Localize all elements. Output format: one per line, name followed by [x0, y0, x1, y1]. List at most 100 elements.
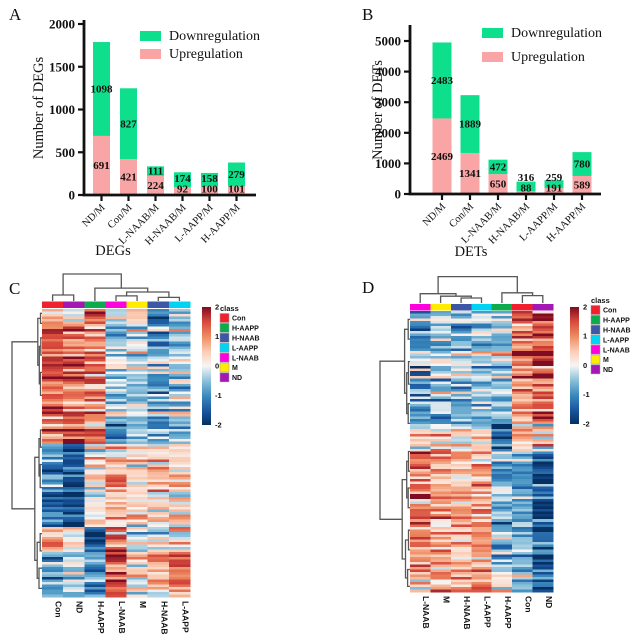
column-labels: Con ND H-AAPP L-NAAB M H-NAAB L-AAPP [54, 601, 191, 635]
column-labels: L-NAAB M H-NAAB L-AAPP H-AAPP Con ND [421, 596, 554, 630]
y-tick-label: 2000 [375, 125, 401, 140]
class-strip-H-NAAB [450, 304, 472, 311]
y-tick-label: 3000 [375, 95, 401, 110]
column-label-ND: ND [544, 596, 554, 608]
legend-swatch-downregulation [140, 31, 161, 41]
bar-down-ND/M [432, 42, 452, 119]
legend-swatch-downregulation [482, 28, 503, 38]
value-down-L-AAPP/M: 158 [201, 173, 218, 185]
value-down-Con/M: 1889 [459, 119, 482, 131]
legend: Downregulation Upregulation [482, 26, 602, 65]
colorbar-tick: -1 [215, 391, 222, 400]
class-label-H-AAPP: H-AAPP [603, 318, 630, 325]
class-swatch-H-NAAB [219, 333, 230, 343]
column-label-M: M [442, 596, 452, 603]
legend-label-upregulation: Upregulation [511, 50, 585, 65]
column-label-H-NAAB: H-NAAB [159, 601, 169, 635]
bar-up-L-NAAB/M [147, 175, 164, 195]
class-swatch-ND [590, 364, 601, 375]
bar-down-L-AAPP/M [201, 172, 218, 187]
column-dendrogram [51, 273, 181, 301]
class-label-L-NAAB: L-NAAB [232, 355, 259, 362]
axes: 0 500 1000 1500 2000 [49, 17, 256, 203]
class-label-M: M [603, 357, 609, 364]
class-swatch-M [219, 362, 230, 373]
legend-label-downregulation: Downregulation [511, 26, 602, 41]
column-label-H-NAAB: H-NAAB [462, 596, 472, 630]
column-dendrogram [419, 275, 544, 303]
x-axis-label: DETs [455, 244, 488, 260]
value-down-L-AAPP/M: 259 [546, 172, 563, 184]
class-strip [410, 304, 554, 311]
class-swatch-L-NAAB [219, 352, 230, 363]
column-label-Con: Con [523, 596, 533, 613]
y-tick-label: 4000 [375, 64, 401, 79]
class-swatch-H-NAAB [590, 325, 601, 335]
x-tick-label: ND/M [80, 202, 108, 230]
row-dendrogram [379, 318, 410, 588]
value-down-H-NAAB/M: 174 [174, 173, 191, 185]
colorbar-tick: -2 [215, 420, 222, 429]
legend-label-upregulation: Upregulation [169, 47, 243, 62]
panel-label-a: A [9, 5, 22, 24]
class-swatch-H-AAPP [590, 315, 601, 325]
bar-down-H-AAPP/M [572, 152, 592, 176]
legend-swatch-upregulation [140, 49, 161, 59]
value-up-H-NAAB/M: 88 [521, 183, 533, 195]
value-up-L-AAPP/M: 191 [546, 183, 563, 195]
colorbar-tick: 0 [583, 361, 587, 370]
bar-down-H-AAPP/M [228, 162, 245, 187]
bar-up-H-NAAB/M [174, 187, 191, 195]
column-label-L-AAPP: L-AAPP [483, 596, 493, 628]
value-down-H-AAPP/M: 279 [228, 169, 245, 181]
colorbar-tick: 0 [215, 361, 219, 370]
bars [432, 42, 592, 194]
value-up-Con/M: 421 [120, 172, 137, 184]
class-swatch-Con [219, 313, 230, 323]
heatmap-grid [42, 309, 191, 598]
class-legend: class Con H-AAPP H-NAAB L-AAPP L-NAAB M ND [590, 296, 631, 375]
legend-swatch-upregulation [482, 52, 503, 62]
legend-label-downregulation: Downregulation [169, 29, 260, 44]
x-axis-label: DEGs [95, 243, 131, 259]
class-strip-H-AAPP [491, 304, 513, 311]
class-strip-L-NAAB [410, 304, 431, 311]
class-label-H-AAPP: H-AAPP [232, 326, 259, 333]
panel-label-c: C [9, 279, 20, 298]
y-tick-label: 0 [69, 188, 76, 203]
bar-up-Con/M [460, 152, 480, 194]
class-label-H-NAAB: H-NAAB [603, 328, 631, 335]
bar-up-H-AAPP/M [572, 175, 592, 194]
value-down-Con/M: 827 [120, 118, 137, 130]
y-tick-label: 0 [395, 187, 402, 202]
class-swatch-H-AAPP [219, 323, 230, 333]
category-labels: ND/MCon/ML-NAAB/MH-NAAB/ML-AAPP/MH-AAPP/… [80, 195, 243, 248]
value-up-ND/M: 2469 [431, 151, 454, 163]
bar-up-L-AAPP/M [544, 188, 564, 194]
class-strip-L-NAAB [105, 301, 127, 308]
legend: Downregulation Upregulation [140, 29, 260, 62]
y-tick-label: 1000 [375, 156, 401, 171]
class-label-L-AAPP: L-AAPP [603, 337, 629, 344]
class-swatch-L-AAPP [219, 342, 230, 353]
class-strip-ND [63, 301, 85, 308]
class-swatch-L-AAPP [590, 334, 601, 345]
class-strip-M [126, 301, 149, 308]
class-swatch-L-NAAB [590, 344, 601, 355]
colorbar-tick: -1 [583, 390, 590, 399]
colorbar-tick: -2 [583, 419, 590, 428]
column-label-Con: Con [54, 601, 64, 618]
y-tick-label: 1000 [49, 102, 75, 117]
panel-label-b: B [362, 5, 373, 24]
class-strip-Con [512, 304, 533, 311]
y-axis-label: Number of DETs [370, 60, 386, 160]
bar-down-H-NAAB/M [174, 172, 191, 188]
panel-c-heatmap: C Con ND H-AAPP L-NAAB M H-NAAB L-AAPP 2 1 0 -1 -2 cl… [9, 273, 260, 635]
colorbar-tick: 2 [583, 302, 587, 311]
bar-down-H-NAAB/M [516, 181, 536, 192]
bar-down-Con/M [460, 95, 480, 153]
panel-d-heatmap: D L-NAAB M H-NAAB L-AAPP H-AAPP Con ND 2 1 0 -1 -2 cl… [362, 275, 631, 630]
